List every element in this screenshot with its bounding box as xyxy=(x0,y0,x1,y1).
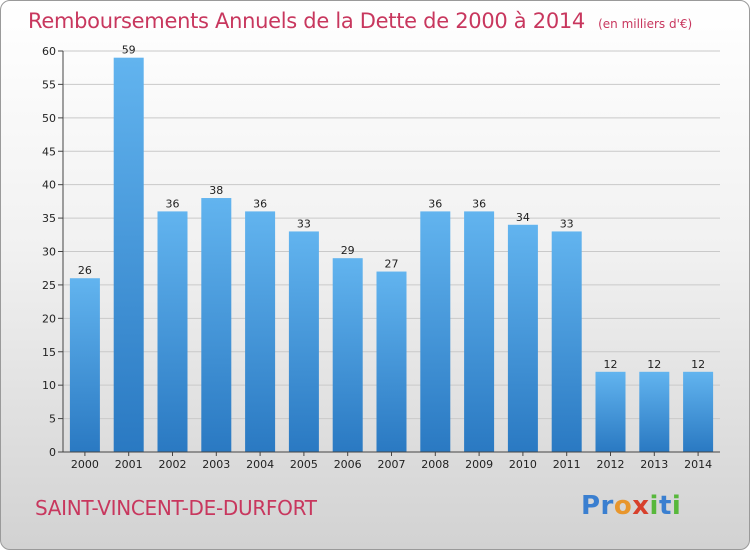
bar xyxy=(639,371,670,452)
bar xyxy=(376,271,407,452)
bar xyxy=(507,224,538,452)
bar xyxy=(69,278,100,452)
bar xyxy=(683,371,714,452)
y-tick-label: 10 xyxy=(42,379,56,392)
bar-value-label: 36 xyxy=(166,197,180,210)
bar-value-label: 33 xyxy=(297,217,311,230)
x-tick-label: 2004 xyxy=(246,458,274,471)
logo-letter: Pr xyxy=(581,491,614,521)
commune-name: SAINT-VINCENT-DE-DURFORT xyxy=(35,496,317,520)
bar-value-label: 38 xyxy=(209,184,223,197)
bar-value-label: 12 xyxy=(647,358,661,371)
bar-value-label: 27 xyxy=(385,258,399,271)
bar xyxy=(551,231,582,452)
bar-value-label: 36 xyxy=(472,197,486,210)
x-tick-label: 2011 xyxy=(553,458,581,471)
y-tick-label: 15 xyxy=(42,346,56,359)
proxiti-logo[interactable]: Proxiti xyxy=(581,491,681,521)
bar-value-label: 26 xyxy=(78,264,92,277)
bar-value-label: 34 xyxy=(516,211,530,224)
y-tick-label: 25 xyxy=(42,279,56,292)
y-tick-label: 60 xyxy=(42,45,56,58)
x-tick-label: 2012 xyxy=(597,458,625,471)
y-tick-label: 0 xyxy=(49,446,56,459)
x-tick-label: 2007 xyxy=(378,458,406,471)
x-tick-label: 2008 xyxy=(421,458,449,471)
chart-subtitle: (en milliers d'€) xyxy=(598,17,693,31)
bar xyxy=(288,231,319,452)
y-tick-label: 45 xyxy=(42,145,56,158)
bar-value-label: 29 xyxy=(341,244,355,257)
y-tick-label: 5 xyxy=(49,413,56,426)
x-tick-label: 2009 xyxy=(465,458,493,471)
bar-layer: 26 59 36 38 36 33 29 27 36 36 34 33 12 12 12 xyxy=(69,44,714,452)
x-tick-label: 2014 xyxy=(684,458,712,471)
bar-value-label: 36 xyxy=(253,197,267,210)
bar-value-label: 36 xyxy=(428,197,442,210)
logo-letter: i xyxy=(649,491,659,521)
y-tick-label: 50 xyxy=(42,112,56,125)
logo-letter: x xyxy=(632,491,650,521)
x-tick-label: 2005 xyxy=(290,458,318,471)
y-tick-label: 20 xyxy=(42,312,56,325)
y-tick-label: 55 xyxy=(42,78,56,91)
x-tick-label: 2013 xyxy=(640,458,668,471)
logo-letter: i xyxy=(671,491,682,521)
y-tick-label: 35 xyxy=(42,212,56,225)
bar xyxy=(201,198,232,452)
bar xyxy=(245,211,276,452)
bar-value-label: 12 xyxy=(691,358,705,371)
bar xyxy=(113,57,144,452)
bar xyxy=(420,211,451,452)
x-tick-label: 2002 xyxy=(159,458,187,471)
bar-value-label: 33 xyxy=(560,217,574,230)
logo-letter: o xyxy=(613,491,633,521)
y-tick-label: 30 xyxy=(42,246,56,259)
logo-letter: t xyxy=(658,491,672,521)
bar xyxy=(332,258,363,452)
x-tick-label: 2010 xyxy=(509,458,537,471)
title-row: Remboursements Annuels de la Dette de 20… xyxy=(28,9,692,33)
bar xyxy=(464,211,495,452)
bar-value-label: 59 xyxy=(122,44,136,57)
x-tick-label: 2000 xyxy=(71,458,99,471)
axis-layer: 0 5 10 15 20 25 30 35 40 45 50 55 60 2000 2001 2002 2003… xyxy=(42,45,720,471)
bar xyxy=(157,211,188,452)
y-tick-label: 40 xyxy=(42,179,56,192)
x-tick-label: 2001 xyxy=(115,458,143,471)
x-tick-label: 2006 xyxy=(334,458,362,471)
bar-value-label: 12 xyxy=(604,358,618,371)
x-tick-label: 2003 xyxy=(202,458,230,471)
bar xyxy=(595,371,626,452)
chart-title: Remboursements Annuels de la Dette de 20… xyxy=(28,9,585,33)
